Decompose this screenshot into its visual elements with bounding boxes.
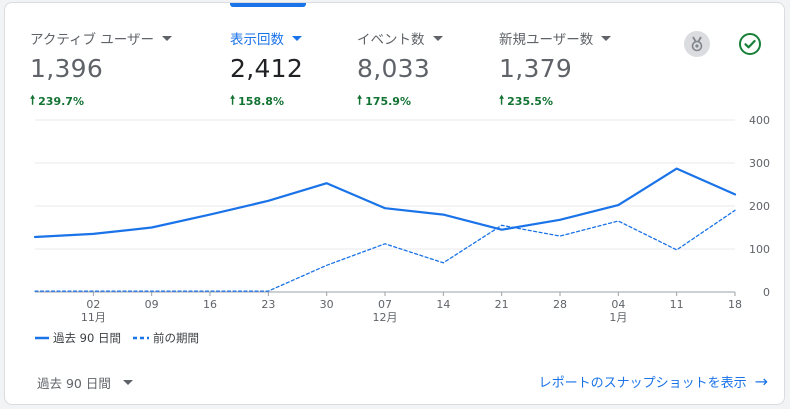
y-tick-label: 100	[749, 243, 770, 256]
metric-value: 1,379	[499, 54, 573, 83]
metric-label: アクティブ ユーザー	[30, 32, 155, 48]
x-month-label: 12月	[373, 311, 398, 324]
metric-header[interactable]: イベント数	[357, 28, 443, 48]
series-line-current	[33, 167, 737, 239]
metric-header[interactable]: アクティブ ユーザー	[30, 28, 173, 48]
arrow-right-icon: →	[754, 372, 768, 391]
arrow-up-icon: 🠕	[230, 93, 236, 107]
arrow-up-icon: 🠕	[357, 93, 363, 107]
metric-change: 🠕 239.7%	[30, 91, 172, 112]
medal-icon[interactable]	[684, 31, 710, 57]
chart-legend: 過去 90 日間 前の期間	[35, 330, 211, 346]
y-tick-label: 200	[749, 200, 770, 213]
x-tick-label: 18	[728, 298, 742, 311]
arrow-up-icon: 🠕	[30, 93, 36, 107]
x-tick-label: 28	[553, 298, 567, 311]
caret-down-icon[interactable]	[601, 35, 612, 41]
legend-item-previous: 前の期間	[132, 330, 199, 346]
metric-value: 8,033	[357, 54, 431, 83]
x-tick-label: 14	[436, 298, 450, 311]
caret-down-icon[interactable]	[432, 35, 443, 41]
metric-change-value: 235.5%	[507, 95, 553, 108]
metric-active-users[interactable]: アクティブ ユーザー 1,396 🠕 239.7%	[30, 3, 173, 112]
overview-card: アクティブ ユーザー 1,396 🠕 239.7% 表示回数 2,412 🠕 1…	[4, 2, 785, 405]
metric-change-value: 175.9%	[365, 95, 411, 108]
x-tick-label: 21	[495, 298, 509, 311]
metric-label: 新規ユーザー数	[499, 32, 594, 48]
legend-item-current: 過去 90 日間	[35, 330, 121, 346]
solid-line-icon	[35, 336, 49, 340]
line-chart: 0 100 200 300 400 02 09 16 23 30 07 14 21 28 04 11 18 11…	[33, 114, 770, 324]
x-tick-label: 07	[378, 298, 392, 311]
snapshot-link-label: レポートのスナップショットを表示	[538, 376, 747, 391]
active-tab-indicator	[230, 3, 306, 7]
metric-new-users[interactable]: 新規ユーザー数 1,379 🠕 235.5%	[499, 3, 612, 112]
metric-value: 1,396	[30, 54, 104, 83]
date-range-selector[interactable]: 過去 90 日間	[37, 373, 133, 392]
x-month-label: 1月	[609, 311, 627, 324]
y-tick-label: 400	[749, 114, 770, 127]
y-tick-label: 0	[763, 286, 770, 299]
x-tick-label: 30	[320, 298, 334, 311]
x-tick-label: 02	[86, 298, 100, 311]
metric-change-value: 239.7%	[38, 95, 84, 108]
metric-change: 🠕 175.9%	[357, 91, 443, 112]
legend-label: 前の期間	[152, 331, 199, 345]
dashed-line-icon	[132, 336, 149, 340]
metric-change-value: 158.8%	[238, 95, 284, 108]
date-range-label: 過去 90 日間	[37, 376, 111, 391]
x-month-label: 11月	[81, 311, 106, 324]
caret-down-icon[interactable]	[162, 35, 173, 41]
metric-label: 表示回数	[230, 32, 284, 48]
y-tick-label: 300	[749, 157, 770, 170]
metric-change: 🠕 235.5%	[499, 91, 611, 112]
series-line-previous	[34, 209, 736, 292]
metric-label: イベント数	[357, 32, 425, 48]
x-tick-label: 23	[261, 298, 275, 311]
x-tick-label: 16	[203, 298, 217, 311]
legend-label: 過去 90 日間	[53, 331, 121, 345]
metric-header[interactable]: 表示回数	[230, 28, 303, 48]
x-tick-label: 04	[611, 298, 625, 311]
metric-value: 2,412	[230, 54, 304, 83]
metric-header[interactable]: 新規ユーザー数	[499, 28, 612, 48]
metric-change: 🠕 158.8%	[230, 91, 303, 112]
caret-down-icon[interactable]	[122, 380, 133, 385]
check-circle-icon[interactable]	[737, 31, 763, 57]
x-tick-label: 11	[670, 298, 684, 311]
caret-down-icon[interactable]	[292, 35, 302, 41]
view-snapshot-link[interactable]: レポートのスナップショットを表示 →	[539, 372, 768, 391]
metric-views[interactable]: 表示回数 2,412 🠕 158.8%	[230, 3, 303, 112]
x-tick-label: 09	[145, 298, 159, 311]
metric-events[interactable]: イベント数 8,033 🠕 175.9%	[357, 3, 443, 112]
arrow-up-icon: 🠕	[499, 93, 505, 107]
